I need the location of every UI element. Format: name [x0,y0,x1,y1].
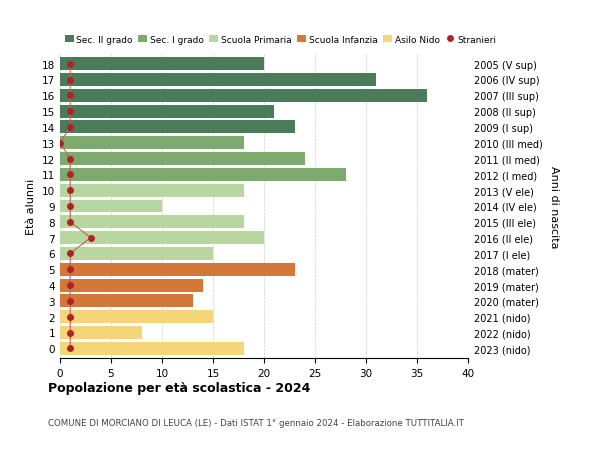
Point [65,297,75,305]
Point [65,266,75,273]
Bar [60,295,193,308]
Bar [60,74,376,87]
Point [65,218,75,226]
Point [65,61,75,68]
Bar [60,200,162,213]
Bar [60,90,427,102]
Point [65,92,75,100]
Bar [60,185,244,197]
Bar [60,326,142,339]
Bar [60,153,305,166]
Bar [60,58,264,71]
Point [65,171,75,179]
Bar [60,232,264,245]
Bar [60,137,244,150]
Point [65,345,75,352]
Bar [60,263,295,276]
Point [65,282,75,289]
Point [65,329,75,336]
Bar [60,342,244,355]
Bar [60,106,274,118]
Bar [60,279,203,292]
Bar [60,247,213,260]
Point [55,140,65,147]
Y-axis label: Età alunni: Età alunni [26,179,37,235]
Point [86,235,95,242]
Point [65,108,75,116]
Bar [60,121,295,134]
Y-axis label: Anni di nascita: Anni di nascita [549,165,559,248]
Text: Popolazione per età scolastica - 2024: Popolazione per età scolastica - 2024 [48,381,310,394]
Bar [60,311,213,324]
Text: COMUNE DI MORCIANO DI LEUCA (LE) - Dati ISTAT 1° gennaio 2024 - Elaborazione TUT: COMUNE DI MORCIANO DI LEUCA (LE) - Dati … [48,418,464,427]
Point [65,250,75,257]
Point [65,124,75,131]
Point [65,203,75,210]
Point [65,156,75,163]
Point [65,187,75,195]
Point [65,77,75,84]
Bar [60,216,244,229]
Legend: Sec. II grado, Sec. I grado, Scuola Primaria, Scuola Infanzia, Asilo Nido, Stran: Sec. II grado, Sec. I grado, Scuola Prim… [65,35,496,45]
Point [65,313,75,321]
Bar [60,168,346,181]
